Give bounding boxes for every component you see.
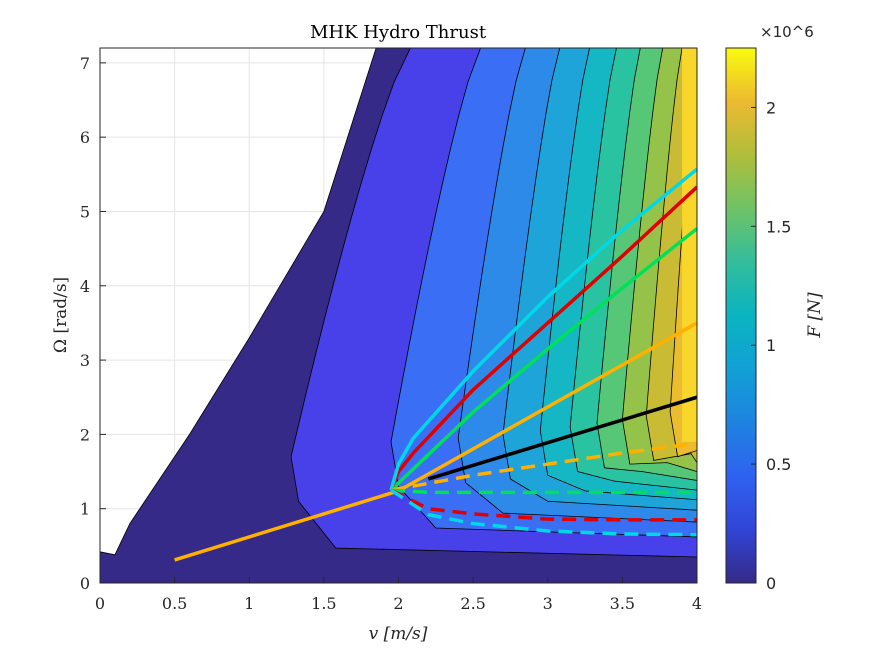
colorbar: 0 0.5 1 1.5 2 ×10^6 F [N]: [725, 23, 825, 593]
colorbar-tick-label: 1: [766, 336, 776, 355]
y-tick-label: 1: [80, 500, 90, 519]
x-tick-label: 0: [95, 594, 105, 613]
series-line: [390, 488, 697, 537]
x-tick-label: 3: [543, 594, 553, 613]
x-tick-label: 2.5: [460, 594, 485, 613]
colorbar-tick-label: 2: [766, 98, 776, 117]
y-tick-label: 3: [80, 351, 90, 370]
series-line: [390, 488, 697, 522]
series-line: [389, 227, 697, 492]
colorbar-exponent: ×10^6: [760, 23, 814, 41]
series-lines: [174, 167, 697, 562]
x-tick-label: 3.5: [610, 594, 635, 613]
y-tick-label: 5: [80, 202, 90, 221]
x-tick-label: 0.5: [162, 594, 187, 613]
chart-title: MHK Hydro Thrust: [310, 22, 487, 43]
colorbar-tick-label: 0.5: [766, 455, 791, 474]
series-line: [390, 441, 697, 492]
y-tick-label: 2: [80, 425, 90, 444]
x-axis: 0 0.5 1 1.5 2 2.5 3 3.5 4: [95, 577, 702, 613]
colorbar-label: F [N]: [805, 292, 825, 339]
x-tick-label: 4: [692, 594, 702, 613]
plot-area: [99, 47, 698, 584]
x-tick-label: 1: [244, 594, 254, 613]
x-tick-label: 1.5: [311, 594, 336, 613]
x-axis-label: v [m/s]: [369, 624, 428, 644]
colorbar-tick-label: 1.5: [766, 217, 791, 236]
colorbar-gradient: [725, 47, 757, 584]
y-tick-label: 4: [80, 277, 90, 296]
y-tick-label: 7: [80, 54, 90, 73]
x-tick-label: 2: [393, 594, 403, 613]
contour-band: [682, 48, 697, 442]
y-tick-label: 0: [80, 574, 90, 593]
y-axis-label: Ω [rad/s]: [51, 277, 71, 353]
series-line: [389, 167, 697, 491]
series-line: [389, 185, 697, 491]
y-tick-label: 6: [80, 128, 90, 147]
series-line: [427, 395, 697, 481]
series-line: [390, 488, 697, 495]
colorbar-ticks: 0 0.5 1 1.5 2: [751, 98, 791, 593]
colorbar-tick-label: 0: [766, 574, 776, 593]
contour-fill: [100, 48, 697, 583]
y-axis: 0 1 2 3 4 5 6 7: [80, 54, 106, 593]
